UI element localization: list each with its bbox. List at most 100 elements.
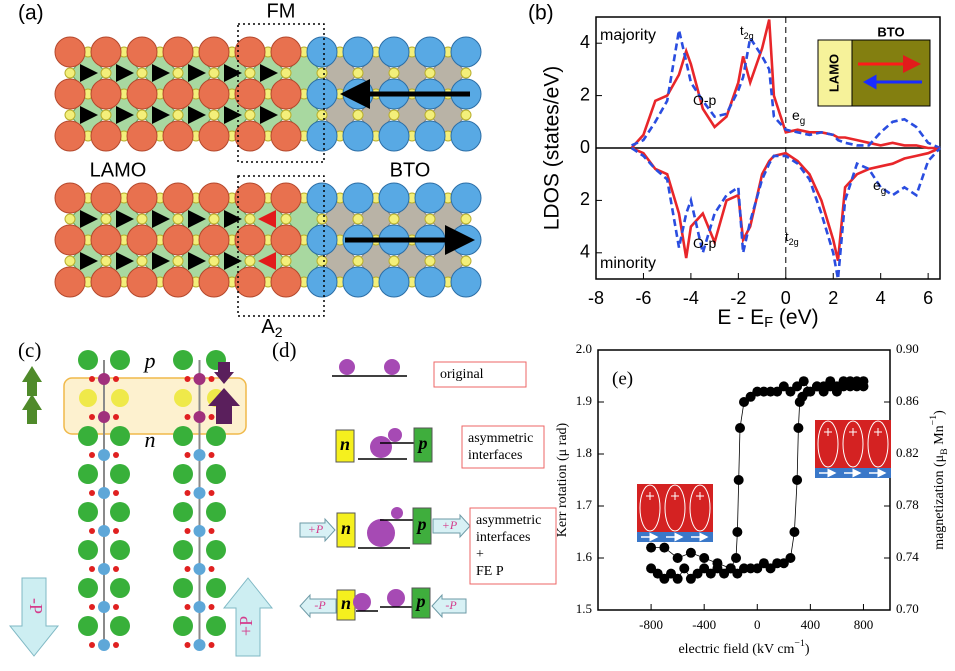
text-part: Kerr rotation (μ rad) bbox=[555, 422, 570, 537]
inset-bto bbox=[851, 39, 931, 107]
label: BTO bbox=[390, 159, 431, 181]
cation bbox=[173, 502, 193, 522]
oxygen bbox=[208, 490, 215, 496]
a-site-atom bbox=[90, 182, 122, 214]
y-tick-label: 1.6 bbox=[576, 549, 593, 564]
a-site-atom bbox=[162, 36, 194, 68]
a-site-atom bbox=[270, 120, 302, 152]
a-site-atom bbox=[234, 120, 266, 152]
oxygen-atom bbox=[136, 67, 148, 79]
step-box bbox=[433, 361, 527, 388]
a-site-atom bbox=[342, 36, 374, 68]
oxygen bbox=[184, 452, 191, 458]
field-arrow bbox=[299, 593, 337, 619]
oxygen bbox=[184, 604, 191, 610]
cation bbox=[206, 616, 226, 636]
cation bbox=[206, 540, 226, 560]
y2-tick-label: 0.74 bbox=[896, 549, 919, 564]
text-part: 2 bbox=[275, 324, 283, 340]
charge-ball bbox=[387, 589, 405, 607]
a-site-atom bbox=[270, 224, 302, 256]
oxygen-atom bbox=[64, 109, 76, 121]
oxygen bbox=[184, 566, 191, 572]
a-site-atom bbox=[414, 182, 446, 214]
data-point bbox=[793, 423, 804, 433]
text-part: t bbox=[785, 229, 789, 244]
x-tick-label: 4 bbox=[876, 288, 886, 308]
b-cation bbox=[193, 487, 206, 499]
cation bbox=[110, 426, 130, 446]
y2-axis-label: magnetization (μB Mn−1) bbox=[928, 410, 950, 550]
a-site-atom bbox=[54, 182, 86, 214]
a-site-atom bbox=[234, 182, 266, 214]
cation bbox=[206, 464, 226, 484]
b-cation bbox=[193, 601, 206, 613]
inset-arrow bbox=[862, 74, 922, 90]
cation bbox=[110, 578, 130, 598]
a-site-atom bbox=[198, 36, 230, 68]
cation bbox=[206, 426, 226, 446]
cation bbox=[110, 350, 130, 370]
a-site-atom bbox=[162, 182, 194, 214]
y2-tick-label: 0.70 bbox=[896, 601, 919, 616]
x-tick-label: 2 bbox=[828, 288, 838, 308]
oxygen bbox=[89, 452, 95, 458]
step-text: asymmetric bbox=[476, 513, 541, 528]
plot-frame bbox=[597, 349, 891, 611]
b-cation bbox=[98, 487, 110, 499]
field-label: +P bbox=[442, 518, 458, 532]
field-arrow bbox=[299, 517, 336, 543]
a-site-atom bbox=[126, 78, 158, 110]
oxygen-atom bbox=[280, 213, 292, 225]
data-point bbox=[679, 563, 690, 574]
b-cation bbox=[98, 563, 110, 575]
label: LAMO bbox=[90, 159, 147, 181]
cation bbox=[79, 389, 97, 407]
data-point bbox=[672, 553, 683, 563]
y-tick-label: 2 bbox=[580, 84, 590, 104]
cation bbox=[78, 350, 98, 370]
arrow-up bbox=[208, 388, 240, 424]
junction-label: p bbox=[416, 514, 427, 534]
a-site-atom bbox=[234, 78, 266, 110]
junction-label: p bbox=[417, 433, 428, 453]
label: FM bbox=[267, 0, 296, 22]
b-cation bbox=[98, 525, 110, 537]
oxygen-atom bbox=[424, 213, 436, 225]
junction-label: p bbox=[415, 591, 426, 611]
annotation: majority bbox=[600, 27, 656, 44]
x-tick-label: -2 bbox=[730, 288, 746, 308]
b-cation bbox=[193, 525, 206, 537]
oxygen-atom bbox=[388, 213, 400, 225]
oxygen bbox=[113, 566, 119, 572]
oxygen-atom bbox=[172, 67, 184, 79]
oxygen bbox=[184, 376, 191, 382]
cation bbox=[173, 350, 193, 370]
oxygen-atom bbox=[100, 213, 112, 225]
a-site-atom bbox=[126, 224, 158, 256]
oxygen-atom bbox=[460, 213, 472, 225]
y-tick-label: 1.8 bbox=[576, 445, 592, 460]
oxygen bbox=[113, 604, 119, 610]
y-tick-label: 4 bbox=[580, 32, 590, 52]
oxygen bbox=[113, 452, 119, 458]
field-arrow bbox=[431, 593, 467, 619]
plus-sign bbox=[849, 428, 857, 436]
oxygen bbox=[208, 528, 215, 534]
cation bbox=[78, 502, 98, 522]
oxygen-atom bbox=[388, 109, 400, 121]
oxygen-atom bbox=[172, 109, 184, 121]
charge-ball bbox=[391, 507, 403, 519]
annotation: eg bbox=[873, 177, 886, 197]
text-part: e bbox=[873, 177, 881, 193]
a-site-atom bbox=[450, 36, 482, 68]
b-cation bbox=[98, 639, 110, 651]
a-site-atom bbox=[198, 224, 230, 256]
oxygen-atom bbox=[352, 67, 364, 79]
label: n bbox=[145, 427, 156, 452]
polarization-arrow bbox=[222, 577, 274, 657]
junction-box bbox=[335, 429, 355, 463]
domain bbox=[817, 420, 839, 468]
oxygen-atom bbox=[280, 255, 292, 267]
oxygen bbox=[89, 528, 95, 534]
